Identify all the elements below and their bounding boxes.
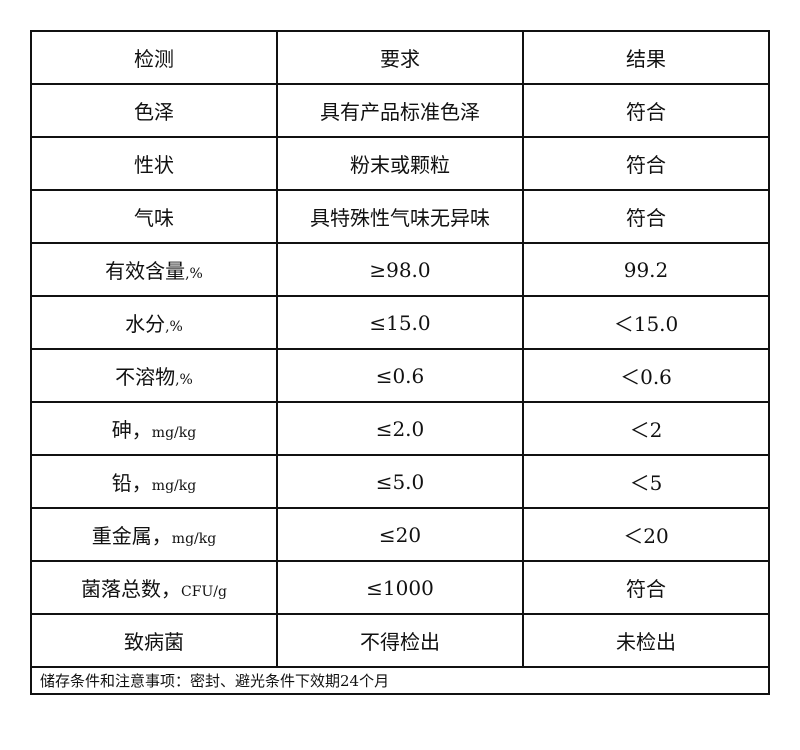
requirement-cell: ≤2.0 bbox=[276, 401, 524, 456]
requirement-cell: 具有产品标准色泽 bbox=[276, 83, 524, 138]
test-item-cell: 色泽 bbox=[30, 83, 278, 138]
test-unit: ,% bbox=[185, 266, 203, 282]
test-unit: mg/kg bbox=[151, 478, 197, 494]
header-row: 检测 要求 结果 bbox=[30, 30, 770, 85]
header-test: 检测 bbox=[30, 30, 278, 85]
test-item: 不溶物 bbox=[115, 365, 176, 389]
table-row: 致病菌 不得检出 未检出 bbox=[30, 613, 770, 668]
test-unit: ,% bbox=[165, 319, 183, 335]
result-cell: 符合 bbox=[522, 83, 770, 138]
table-row: 气味 具特殊性气味无异味 符合 bbox=[30, 189, 770, 244]
result-cell: ＜15.0 bbox=[522, 295, 770, 350]
test-item: 性状 bbox=[134, 153, 174, 177]
requirement-cell: 不得检出 bbox=[276, 613, 524, 668]
requirement-cell: 具特殊性气味无异味 bbox=[276, 189, 524, 244]
table-row: 水分,% ≤15.0 ＜15.0 bbox=[30, 295, 770, 350]
test-item-cell: 菌落总数，CFU/g bbox=[30, 560, 278, 615]
test-item: 水分 bbox=[125, 312, 166, 336]
table-row: 重金属，mg/kg ≤20 ＜20 bbox=[30, 507, 770, 562]
requirement-cell: ≤15.0 bbox=[276, 295, 524, 350]
header-result: 结果 bbox=[522, 30, 770, 85]
result-cell: ＜2 bbox=[522, 401, 770, 456]
table-row: 性状 粉末或颗粒 符合 bbox=[30, 136, 770, 191]
test-item-cell: 水分,% bbox=[30, 295, 278, 350]
requirement-cell: ≤1000 bbox=[276, 560, 524, 615]
result-cell: 符合 bbox=[522, 560, 770, 615]
table-row: 有效含量,% ≥98.0 99.2 bbox=[30, 242, 770, 297]
test-item: 气味 bbox=[134, 206, 174, 230]
result-cell: 99.2 bbox=[522, 242, 770, 297]
storage-note: 储存条件和注意事项：密封、避光条件下效期24个月 bbox=[30, 666, 770, 695]
quality-table: 检测 要求 结果 色泽 具有产品标准色泽 符合 性状 粉末或颗粒 符合 气味 具特殊性气味无异… bbox=[30, 30, 770, 695]
test-item-cell: 铅，mg/kg bbox=[30, 454, 278, 509]
test-item-cell: 气味 bbox=[30, 189, 278, 244]
test-item: 菌落总数， bbox=[81, 577, 182, 601]
test-unit: mg/kg bbox=[151, 425, 197, 441]
result-cell: 未检出 bbox=[522, 613, 770, 668]
result-cell: 符合 bbox=[522, 189, 770, 244]
requirement-cell: ≤0.6 bbox=[276, 348, 524, 403]
test-item: 色泽 bbox=[134, 100, 174, 124]
result-cell: 符合 bbox=[522, 136, 770, 191]
test-item: 有效含量 bbox=[105, 259, 186, 283]
test-item: 铅， bbox=[111, 471, 152, 495]
test-item-cell: 性状 bbox=[30, 136, 278, 191]
test-item-cell: 砷，mg/kg bbox=[30, 401, 278, 456]
test-item: 致病菌 bbox=[124, 630, 184, 654]
table-row: 不溶物,% ≤0.6 ＜0.6 bbox=[30, 348, 770, 403]
requirement-cell: ≤5.0 bbox=[276, 454, 524, 509]
header-requirement: 要求 bbox=[276, 30, 524, 85]
requirement-cell: 粉末或颗粒 bbox=[276, 136, 524, 191]
test-unit: CFU/g bbox=[181, 584, 227, 600]
table-row: 菌落总数，CFU/g ≤1000 符合 bbox=[30, 560, 770, 615]
test-item: 重金属， bbox=[91, 524, 172, 548]
table-row: 铅，mg/kg ≤5.0 ＜5 bbox=[30, 454, 770, 509]
requirement-cell: ≤20 bbox=[276, 507, 524, 562]
result-cell: ＜5 bbox=[522, 454, 770, 509]
test-unit: mg/kg bbox=[171, 531, 217, 547]
test-item-cell: 致病菌 bbox=[30, 613, 278, 668]
table-row: 砷，mg/kg ≤2.0 ＜2 bbox=[30, 401, 770, 456]
requirement-cell: ≥98.0 bbox=[276, 242, 524, 297]
result-cell: ＜0.6 bbox=[522, 348, 770, 403]
test-item-cell: 重金属，mg/kg bbox=[30, 507, 278, 562]
test-item-cell: 有效含量,% bbox=[30, 242, 278, 297]
test-item-cell: 不溶物,% bbox=[30, 348, 278, 403]
result-cell: ＜20 bbox=[522, 507, 770, 562]
test-unit: ,% bbox=[175, 372, 193, 388]
test-item: 砷， bbox=[111, 418, 152, 442]
table-row: 色泽 具有产品标准色泽 符合 bbox=[30, 83, 770, 138]
footer-row: 储存条件和注意事项：密封、避光条件下效期24个月 bbox=[30, 666, 770, 695]
